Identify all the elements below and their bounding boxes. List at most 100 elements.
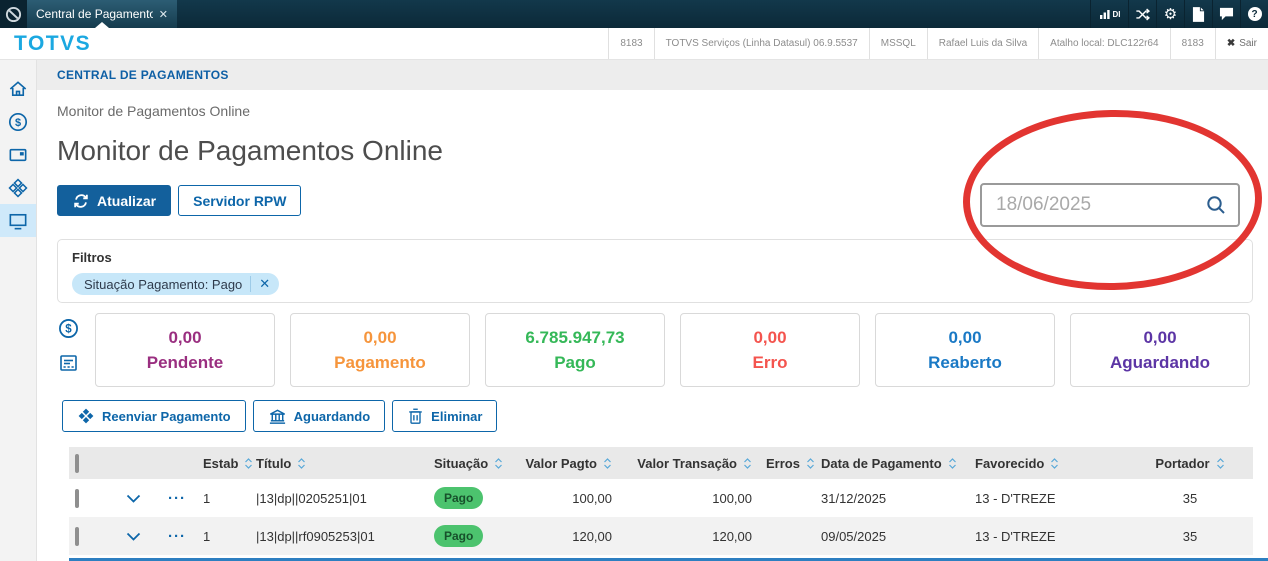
tab-close-icon[interactable] (159, 8, 168, 21)
page-title: Monitor de Pagamentos Online (57, 135, 443, 166)
app-body: $ (0, 60, 1268, 561)
chip-remove-icon[interactable] (250, 276, 270, 292)
payments-table: Estab Título Situação Valor Pagto (69, 447, 1253, 555)
card-reaberto[interactable]: 0,00 Reaberto (875, 313, 1055, 387)
sort-icon[interactable] (297, 457, 306, 470)
card-label: Reaberto (928, 352, 1002, 372)
tab-central-de-pagamento[interactable]: Central de Pagamento (27, 0, 177, 28)
date-search-field[interactable] (980, 183, 1240, 227)
column-header-valor-pagto[interactable]: Valor Pagto (525, 456, 622, 471)
dollar-circle-icon: $ (8, 112, 28, 131)
sort-icon[interactable] (948, 457, 957, 470)
breadcrumb[interactable]: Monitor de Pagamentos Online (57, 103, 250, 119)
column-header-portador[interactable]: Portador (1155, 456, 1224, 471)
tab-label: Central de Pagamento (36, 7, 153, 21)
session-info-strip: 8183 TOTVS Serviços (Linha Datasul) 06.9… (608, 28, 1268, 59)
card-label: Erro (752, 352, 788, 372)
environment-name: TOTVS Serviços (Linha Datasul) 06.9.5537 (653, 28, 869, 59)
help-button[interactable] (1240, 0, 1268, 28)
card-label: Pendente (146, 352, 224, 372)
shuffle-button[interactable] (1128, 0, 1156, 28)
table-header-row: Estab Título Situação Valor Pagto (69, 447, 1253, 479)
cell-valor-pagto: 100,00 (572, 490, 612, 506)
waiting-button[interactable]: Aguardando (252, 400, 386, 432)
receipt-icon[interactable] (57, 352, 80, 375)
local-shortcut: Atalho local: DLC122r64 (1038, 28, 1169, 59)
table-row[interactable]: 1 |13|dp||rf0905253|01 Pago 120,00 120,0… (69, 517, 1253, 555)
sort-icon[interactable] (1050, 457, 1059, 470)
card-value: 0,00 (948, 327, 982, 347)
sort-icon[interactable] (743, 457, 752, 470)
date-search-input[interactable] (994, 193, 1204, 217)
card-label: Pago (554, 352, 596, 372)
refresh-button[interactable]: Atualizar (57, 185, 172, 216)
diamond-grid-icon (8, 177, 28, 198)
card-pagamento[interactable]: 0,00 Pagamento (290, 313, 470, 387)
filter-chip-situacao-pago[interactable]: Situação Pagamento: Pago (72, 273, 280, 295)
select-all-checkbox[interactable] (75, 453, 79, 473)
resend-payment-button[interactable]: Reenviar Pagamento (62, 400, 246, 432)
svg-text:$: $ (65, 324, 72, 336)
insights-di-button[interactable]: DI (1090, 0, 1128, 28)
column-header-data-pagamento[interactable]: Data de Pagamento (817, 456, 957, 471)
sidebar-item-pagamentos[interactable] (0, 171, 36, 204)
search-icon[interactable] (1204, 193, 1228, 217)
cell-favorecido: 13 - D'TREZE (975, 528, 1056, 544)
cell-data-pagamento: 09/05/2025 (821, 528, 887, 544)
cell-portador: 35 (1182, 490, 1198, 506)
row-checkbox[interactable] (75, 526, 79, 546)
chat-button[interactable] (1212, 0, 1240, 28)
settings-button[interactable] (1156, 0, 1184, 28)
column-header-estab[interactable]: Estab (197, 456, 253, 471)
module-bar: CENTRAL DE PAGAMENTOS (37, 60, 1268, 90)
rpw-label: Servidor RPW (193, 192, 287, 209)
card-pago[interactable]: 6.785.947,73 Pago (485, 313, 665, 387)
shuffle-icon (1136, 8, 1150, 20)
sort-icon[interactable] (494, 457, 503, 470)
chevron-down-icon[interactable] (126, 494, 141, 503)
dollar-circle-icon[interactable]: $ (57, 317, 80, 340)
column-header-valor-transacao[interactable]: Valor Transação (637, 456, 762, 471)
sidebar-item-monitor[interactable] (0, 204, 36, 237)
row-checkbox[interactable] (75, 488, 79, 508)
cell-valor-transacao: 100,00 (712, 490, 752, 506)
sort-icon[interactable] (603, 457, 612, 470)
chevron-down-icon[interactable] (126, 532, 141, 541)
row-menu-icon[interactable] (168, 528, 186, 545)
column-header-situacao[interactable]: Situação (412, 456, 512, 471)
card-erro[interactable]: 0,00 Erro (680, 313, 860, 387)
sidebar-item-financeiro[interactable]: $ (0, 105, 36, 138)
cell-favorecido: 13 - D'TREZE (975, 490, 1056, 506)
sort-icon[interactable] (1216, 457, 1225, 470)
column-header-erros[interactable]: Erros (762, 456, 817, 471)
totvs-menu-button[interactable] (0, 0, 27, 28)
close-icon (1227, 38, 1235, 49)
cell-estab: 1 (203, 528, 211, 544)
card-aguardando[interactable]: 0,00 Aguardando (1070, 313, 1250, 387)
column-header-favorecido[interactable]: Favorecido (957, 456, 1127, 471)
status-badge: Pago (434, 487, 484, 509)
session-code: 8183 (608, 28, 653, 59)
status-badge: Pago (434, 525, 484, 547)
table-row[interactable]: 1 |13|dp||0205251|01 Pago 100,00 100,00 … (69, 479, 1253, 517)
sort-icon[interactable] (244, 457, 253, 470)
card-value: 0,00 (753, 327, 787, 347)
module-title: CENTRAL DE PAGAMENTOS (57, 68, 229, 82)
logout-button[interactable]: Sair (1214, 28, 1268, 59)
summary-rail: $ (57, 313, 95, 387)
sidebar-item-home[interactable] (0, 72, 36, 105)
sidebar-item-carteira[interactable] (0, 138, 36, 171)
card-value: 6.785.947,73 (525, 327, 625, 347)
waiting-label: Aguardando (293, 408, 371, 424)
column-header-titulo[interactable]: Título (252, 456, 412, 471)
toolbar: Atualizar Servidor RPW (57, 183, 1253, 227)
wallet-icon (9, 148, 27, 161)
row-menu-icon[interactable] (168, 490, 186, 507)
sort-icon[interactable] (806, 457, 815, 470)
delete-button[interactable]: Eliminar (392, 400, 498, 432)
document-button[interactable] (1184, 0, 1212, 28)
card-pendente[interactable]: 0,00 Pendente (95, 313, 275, 387)
page-content: Monitor de Pagamentos Online Monitor de … (37, 90, 1268, 561)
rpw-server-button[interactable]: Servidor RPW (178, 185, 302, 216)
